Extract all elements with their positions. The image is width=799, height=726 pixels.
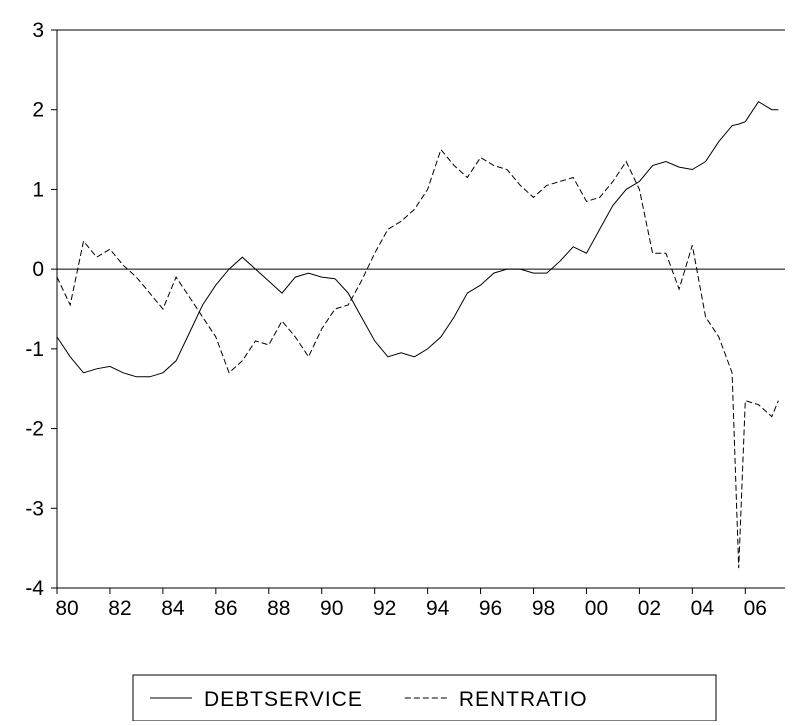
series-line (56, 148, 779, 569)
y-tick-label: -3 (25, 497, 44, 520)
x-tick-label: 80 (55, 597, 78, 620)
y-tick-label: -4 (25, 577, 44, 600)
x-tick-label: 92 (373, 597, 396, 620)
x-tick-label: 96 (479, 597, 502, 620)
x-tick-label: 98 (532, 597, 555, 620)
legend-label: RENTRATIO (459, 688, 588, 711)
legend-label: DEBTSERVICE (204, 688, 363, 711)
y-tick-label: 2 (32, 99, 44, 122)
x-tick-label: 06 (744, 597, 767, 620)
x-tick-label: 00 (585, 597, 608, 620)
x-tick-label: 86 (214, 597, 237, 620)
x-tick-label: 82 (108, 597, 131, 620)
y-tick-label: -2 (25, 418, 44, 441)
x-tick-label: 84 (161, 597, 185, 620)
x-tick-label: 94 (426, 597, 450, 620)
x-tick-label: 02 (638, 597, 661, 620)
y-tick-label: 1 (32, 178, 44, 201)
x-tick-label: 90 (320, 597, 343, 620)
y-tick-label: -1 (25, 338, 44, 361)
x-tick-label: 88 (267, 597, 290, 620)
series-line (56, 101, 779, 378)
y-tick-label: 3 (32, 19, 44, 42)
y-tick-label: 0 (32, 258, 44, 281)
x-tick-label: 04 (691, 597, 715, 620)
